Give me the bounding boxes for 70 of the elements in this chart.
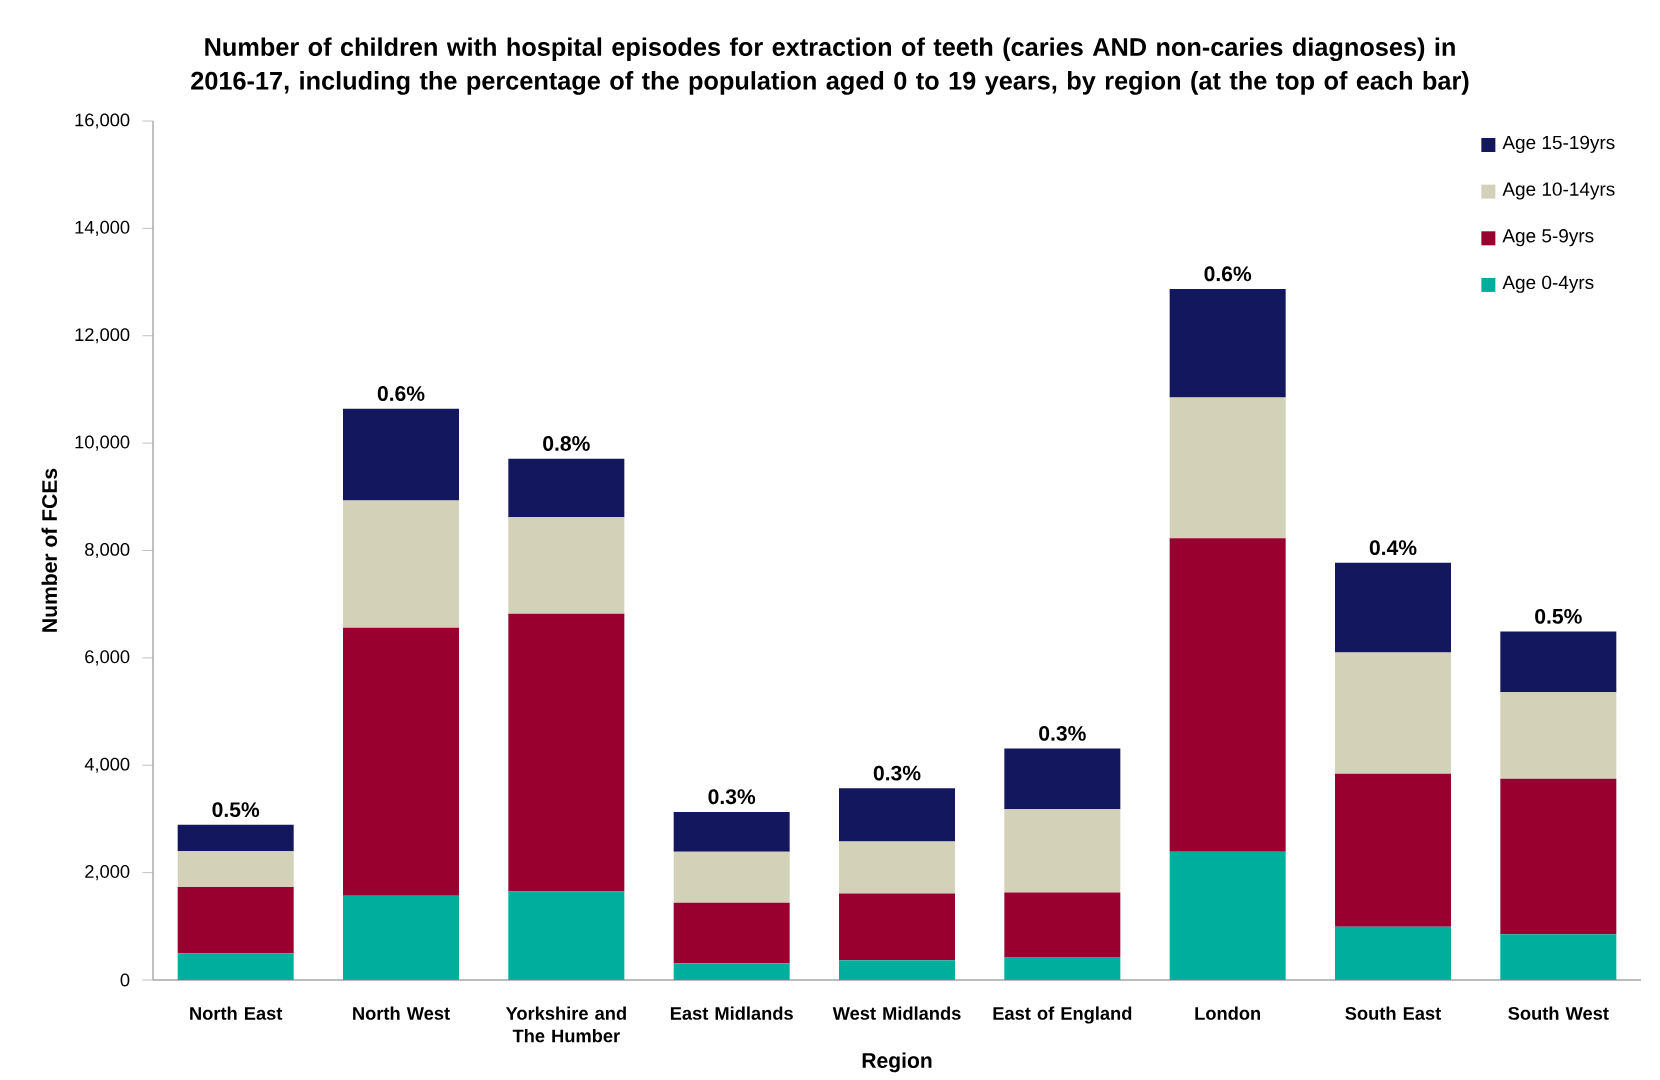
annotation: 0.5% <box>212 802 260 818</box>
x-tick-label: East of England <box>993 1006 1132 1024</box>
bar <box>508 458 625 518</box>
bar <box>343 627 459 896</box>
annotation: 0.3% <box>873 765 921 781</box>
bar <box>839 893 956 961</box>
bar <box>508 517 625 614</box>
annotation: 0.6% <box>1204 266 1252 282</box>
y-tick-label: 2,000 <box>85 865 130 881</box>
bar <box>177 824 294 852</box>
bar <box>839 960 956 980</box>
y-tick-label: 14,000 <box>75 220 130 236</box>
bar <box>343 895 459 980</box>
legend-label: Age 15-19yrs <box>1502 135 1615 153</box>
bar <box>673 851 790 903</box>
bar <box>839 788 956 842</box>
y-tick-label: 10,000 <box>75 435 130 451</box>
annotation: 0.6% <box>377 386 425 402</box>
x-axis-title: Region <box>862 1052 932 1073</box>
bar <box>1004 748 1121 810</box>
x-tick-label: North West <box>353 1006 450 1020</box>
bar <box>1500 631 1617 693</box>
bar <box>1169 289 1286 398</box>
bar <box>1004 892 1121 957</box>
bar <box>508 613 625 892</box>
x-tick-label: South West <box>1508 1006 1609 1020</box>
bar <box>1169 851 1286 980</box>
bar <box>508 891 625 980</box>
bar <box>673 963 790 980</box>
y-tick-label: 8,000 <box>85 542 130 559</box>
bar <box>1004 809 1121 893</box>
annotation: 0.3% <box>1039 725 1086 741</box>
y-axis-title: Number of FCEs <box>41 468 58 632</box>
annotation: 0.5% <box>1535 608 1582 624</box>
annotation: 0.3% <box>708 789 756 805</box>
y-tick-label: 12,000 <box>75 328 130 344</box>
chart-title: Number of children with hospital episodes for extraction of teeth (caries AND non-caries diagnoses) in 2016-17, including the percentage of the population aged 0 to 19 years, by region (at the top of each bar) <box>191 37 1469 95</box>
bar <box>1004 956 1121 980</box>
x-tick-label: London <box>1195 1006 1261 1020</box>
annotation: 0.8% <box>543 436 590 451</box>
bar <box>177 953 294 980</box>
bar <box>343 408 459 501</box>
bar <box>1335 652 1451 774</box>
bar <box>1169 538 1286 852</box>
bar <box>1335 926 1451 980</box>
legend-label: Age 5-9yrs <box>1502 229 1594 247</box>
x-tick-label: North East <box>190 1006 283 1020</box>
legend-label: Age 10-14yrs <box>1502 182 1615 200</box>
bar <box>177 887 294 954</box>
y-tick-label: 6,000 <box>85 650 130 666</box>
bar <box>343 500 459 628</box>
x-tick-label: Yorkshire and The Humber <box>505 1006 626 1043</box>
bar <box>177 851 294 888</box>
bar <box>1335 562 1451 653</box>
bar <box>839 841 956 894</box>
bar <box>1169 397 1286 539</box>
y-tick-label: 0 <box>120 973 130 987</box>
legend-label: Age 0-4yrs <box>1502 275 1594 293</box>
x-tick-label: South East <box>1345 1006 1442 1020</box>
x-tick-label: West Midlands <box>832 1006 961 1020</box>
bar <box>1500 778 1617 935</box>
bar <box>1500 934 1617 980</box>
annotation: 0.4% <box>1369 540 1417 556</box>
y-tick-label: 16,000 <box>75 113 130 129</box>
bar <box>673 902 790 964</box>
bar <box>1500 692 1617 779</box>
x-tick-label: East Midlands <box>670 1006 793 1020</box>
y-tick-label: 4,000 <box>84 757 130 773</box>
bar <box>673 811 790 852</box>
bar <box>1335 773 1451 927</box>
